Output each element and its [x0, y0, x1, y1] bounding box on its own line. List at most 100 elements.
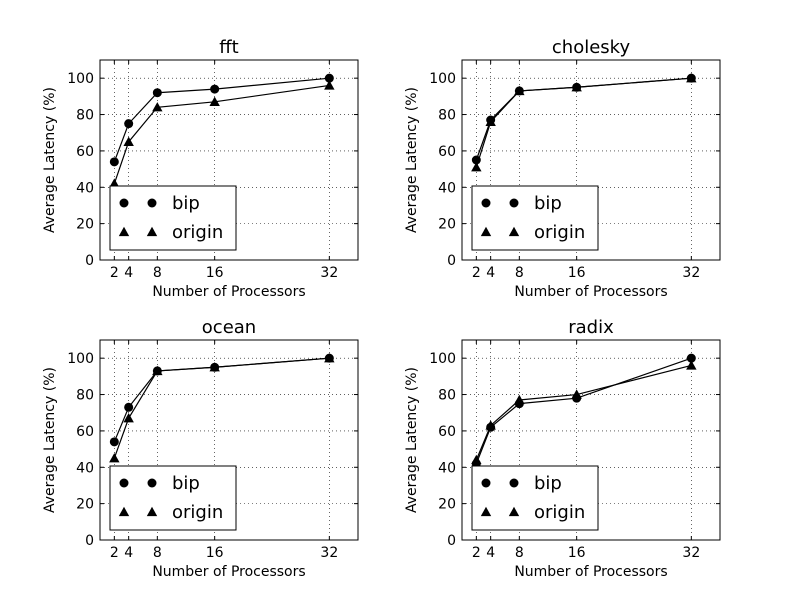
data-point-bip [210, 84, 220, 94]
x-tick-label: 32 [320, 265, 338, 281]
x-tick-label: 8 [515, 265, 524, 281]
data-point-origin [324, 352, 335, 363]
data-point-origin [471, 162, 482, 172]
legend-label-bip: bip [534, 193, 562, 214]
data-point-origin [209, 362, 220, 372]
y-axis-label: Average Latency (%) [404, 367, 420, 513]
legend-marker-bip [119, 478, 129, 488]
data-point-origin [514, 85, 525, 96]
subplot-cholesky: 2 4 8 16 32 0 20 40 60 80 100 cholesky Number of Pro… [404, 37, 721, 300]
subplot-title: cholesky [552, 37, 631, 58]
data-point-origin [109, 178, 120, 188]
data-point-origin [571, 82, 582, 92]
data-point-origin [686, 72, 697, 83]
data-point-origin [152, 365, 163, 376]
legend: bip origin [471, 465, 599, 531]
x-tick-label: 4 [486, 545, 495, 561]
legend-label-origin: origin [172, 502, 223, 523]
legend-marker-origin [118, 506, 130, 517]
y-tick-label: 0 [85, 253, 94, 269]
y-tick-label: 80 [76, 388, 94, 404]
subplot-ocean: 2 4 8 16 32 0 20 40 60 80 100 ocean Number of Proces… [42, 317, 359, 580]
x-tick-label: 32 [682, 545, 700, 561]
y-tick-label: 60 [438, 424, 456, 440]
data-point-origin [571, 389, 582, 399]
data-point-bip [124, 119, 134, 129]
legend-marker-origin [146, 226, 158, 237]
data-point-bip [471, 155, 481, 165]
y-tick-label: 80 [438, 388, 456, 404]
y-tick-label: 80 [76, 108, 94, 124]
legend-marker-bip [509, 198, 519, 208]
subplot-radix: 2 4 8 16 32 0 20 40 60 80 100 radix Number of Proces… [404, 317, 721, 580]
subplot-title: fft [219, 37, 238, 58]
x-tick-label: 16 [568, 545, 586, 561]
x-tick-label: 4 [124, 265, 133, 281]
y-tick-label: 100 [67, 71, 94, 87]
axes-frame [461, 59, 721, 261]
y-tick-label: 60 [76, 144, 94, 160]
y-axis-label: Average Latency (%) [42, 367, 58, 513]
y-axis-label: Average Latency (%) [42, 87, 58, 233]
data-point-origin [324, 80, 335, 90]
subplot-title: radix [568, 317, 614, 338]
data-point-origin [123, 412, 134, 423]
data-point-origin [485, 420, 496, 430]
x-tick-label: 16 [206, 265, 224, 281]
y-tick-label: 20 [438, 217, 456, 233]
data-point-bip [152, 88, 162, 98]
y-tick-label: 20 [76, 497, 94, 513]
y-axis-label: Average Latency (%) [404, 87, 420, 233]
legend-box [471, 185, 599, 251]
subplot-fft: 2 4 8 16 32 0 20 40 60 80 100 fft Number of Processo… [42, 37, 359, 300]
x-axis-label: Number of Processors [514, 564, 667, 580]
data-point-bip [324, 73, 334, 83]
axes-frame [99, 339, 359, 541]
y-tick-label: 100 [429, 351, 456, 367]
y-tick-label: 100 [67, 351, 94, 367]
legend-box [471, 465, 599, 531]
y-tick-label: 0 [85, 533, 94, 549]
legend-marker-origin [118, 226, 130, 237]
y-tick-label: 0 [447, 533, 456, 549]
data-point-bip [109, 157, 119, 167]
data-point-origin [152, 102, 163, 112]
x-tick-label: 2 [472, 265, 481, 281]
x-tick-label: 32 [682, 265, 700, 281]
legend-marker-origin [508, 226, 520, 237]
legend-label-bip: bip [534, 473, 562, 494]
data-point-origin [123, 136, 134, 146]
legend-marker-bip [509, 478, 519, 488]
y-tick-label: 40 [76, 180, 94, 196]
series-line-origin [475, 77, 692, 168]
data-point-bip [124, 402, 134, 412]
axes-frame [99, 59, 359, 261]
data-point-origin [109, 452, 120, 463]
x-axis-label: Number of Processors [152, 284, 305, 300]
series-line-origin [113, 357, 330, 459]
legend-box [109, 465, 237, 531]
y-tick-label: 40 [76, 460, 94, 476]
legend-box [109, 185, 237, 251]
legend-label-origin: origin [172, 222, 223, 243]
data-point-bip [109, 437, 119, 447]
x-tick-label: 2 [110, 265, 119, 281]
data-point-origin [209, 96, 220, 106]
legend-label-bip: bip [172, 193, 200, 214]
x-tick-label: 32 [320, 545, 338, 561]
x-axis-label: Number of Processors [514, 284, 667, 300]
legend-marker-origin [480, 226, 492, 237]
series-line-bip [113, 357, 330, 443]
y-tick-label: 60 [438, 144, 456, 160]
data-point-bip [686, 353, 696, 363]
x-tick-label: 2 [472, 545, 481, 561]
x-tick-label: 4 [486, 265, 495, 281]
y-tick-label: 20 [438, 497, 456, 513]
data-point-origin [686, 360, 697, 370]
y-tick-label: 40 [438, 460, 456, 476]
series-line-bip [475, 77, 692, 161]
legend-marker-bip [481, 198, 491, 208]
data-point-origin [514, 394, 525, 405]
legend-marker-origin [508, 506, 520, 517]
